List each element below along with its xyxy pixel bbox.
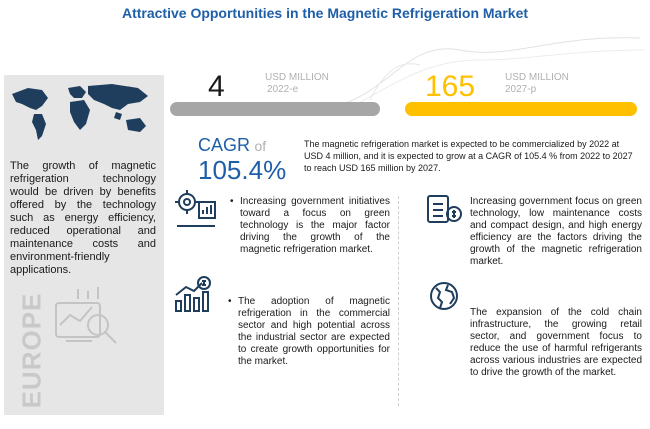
column-divider <box>398 196 400 406</box>
gear-chart-icon <box>175 190 216 227</box>
cagr-of: of <box>254 138 267 154</box>
cagr-value: 105.4% <box>198 155 287 185</box>
page-title: Attractive Opportunities in the Magnetic… <box>121 5 529 21</box>
cagr-label: CAGR <box>198 135 251 155</box>
stat-2022-value: 4 <box>208 70 225 103</box>
revenue-chart-icon <box>175 276 211 312</box>
bullet-left-1-text: Increasing government initiatives toward… <box>240 196 390 255</box>
bullet-left-2-text: The adoption of magnetic refrigeration i… <box>238 296 390 367</box>
stat-2027-unit: USD MILLION <box>505 72 569 83</box>
stat-2027-year: 2027-p <box>505 84 537 95</box>
money-icon <box>427 195 462 223</box>
region-watermark: EUROPE <box>4 293 54 409</box>
analytics-icon <box>55 287 117 344</box>
bullet-left-2: • The adoption of magnetic refrigeration… <box>228 296 390 396</box>
stat-2027-bar <box>405 102 637 116</box>
region-watermark-text: EUROPE <box>16 292 47 409</box>
decorative-lines <box>339 37 646 109</box>
bullet-left-1: • Increasing government initiatives towa… <box>230 196 390 286</box>
panel-description: The growth of magnetic refrigeration tec… <box>10 160 156 276</box>
bullet-right-2-text: The expansion of the cold chain infrastr… <box>470 307 642 378</box>
summary-text: The magnetic refrigeration market is exp… <box>304 139 633 173</box>
stat-2027-value: 165 <box>425 70 476 103</box>
stat-2022-year: 2022-e <box>267 84 299 95</box>
globe-icon <box>430 282 458 310</box>
bullet-marker: • <box>228 296 232 307</box>
stat-2022-bar <box>170 102 380 116</box>
world-map-icon <box>12 84 148 140</box>
bullet-marker: • <box>230 196 234 207</box>
stat-2022-unit: USD MILLION <box>265 72 329 83</box>
cagr-block: CAGR of <box>198 136 266 156</box>
bullet-right-1-text: Increasing government focus on green tec… <box>470 196 642 267</box>
region-panel <box>4 75 164 415</box>
